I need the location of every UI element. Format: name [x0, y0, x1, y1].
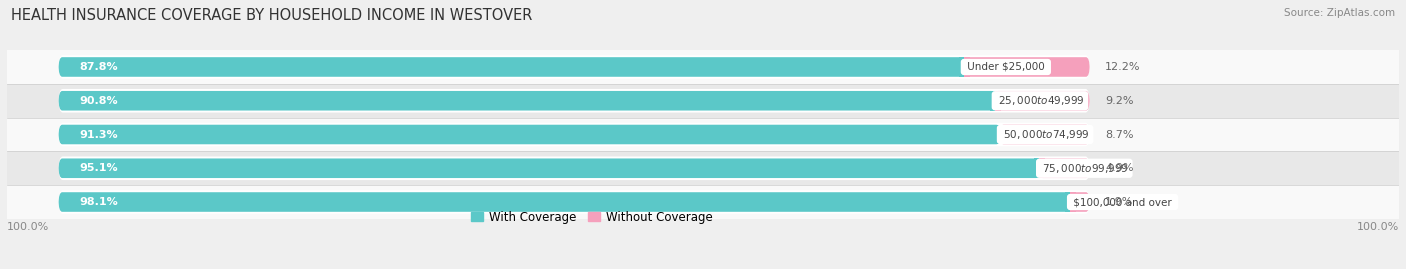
Text: 1.9%: 1.9% — [1105, 197, 1133, 207]
Bar — [7, 84, 1399, 118]
FancyBboxPatch shape — [59, 123, 1090, 146]
Bar — [995, 91, 1001, 111]
Text: HEALTH INSURANCE COVERAGE BY HOUSEHOLD INCOME IN WESTOVER: HEALTH INSURANCE COVERAGE BY HOUSEHOLD I… — [11, 8, 533, 23]
FancyBboxPatch shape — [59, 91, 995, 111]
Text: 87.8%: 87.8% — [79, 62, 118, 72]
FancyBboxPatch shape — [59, 89, 1090, 112]
Bar — [959, 57, 965, 77]
Bar — [1070, 192, 1076, 212]
FancyBboxPatch shape — [1000, 125, 1090, 144]
Text: 100.0%: 100.0% — [1357, 222, 1399, 232]
Text: Under $25,000: Under $25,000 — [965, 62, 1047, 72]
FancyBboxPatch shape — [59, 190, 1090, 214]
Text: $100,000 and over: $100,000 and over — [1070, 197, 1175, 207]
Text: $50,000 to $74,999: $50,000 to $74,999 — [1000, 128, 1090, 141]
Legend: With Coverage, Without Coverage: With Coverage, Without Coverage — [467, 206, 717, 228]
FancyBboxPatch shape — [59, 125, 1000, 144]
Bar — [965, 57, 970, 77]
FancyBboxPatch shape — [59, 192, 1070, 212]
Bar — [1039, 158, 1045, 178]
FancyBboxPatch shape — [965, 57, 1090, 77]
Text: $25,000 to $49,999: $25,000 to $49,999 — [995, 94, 1085, 107]
Bar — [7, 50, 1399, 84]
Bar — [7, 151, 1399, 185]
Bar — [990, 91, 995, 111]
Text: 12.2%: 12.2% — [1105, 62, 1140, 72]
Text: 95.1%: 95.1% — [79, 163, 118, 173]
Text: 91.3%: 91.3% — [79, 129, 118, 140]
FancyBboxPatch shape — [59, 55, 1090, 79]
FancyBboxPatch shape — [59, 157, 1090, 180]
Text: 9.2%: 9.2% — [1105, 96, 1133, 106]
Text: Source: ZipAtlas.com: Source: ZipAtlas.com — [1284, 8, 1395, 18]
Text: 100.0%: 100.0% — [7, 222, 49, 232]
Text: $75,000 to $99,999: $75,000 to $99,999 — [1039, 162, 1129, 175]
Bar — [1000, 125, 1007, 144]
Bar — [7, 185, 1399, 219]
Bar — [1064, 192, 1071, 212]
FancyBboxPatch shape — [1039, 158, 1090, 178]
Text: 90.8%: 90.8% — [79, 96, 118, 106]
Bar — [995, 125, 1001, 144]
Text: 98.1%: 98.1% — [79, 197, 118, 207]
Bar — [7, 118, 1399, 151]
FancyBboxPatch shape — [59, 158, 1039, 178]
Text: 8.7%: 8.7% — [1105, 129, 1133, 140]
FancyBboxPatch shape — [1070, 192, 1090, 212]
Text: 4.9%: 4.9% — [1105, 163, 1133, 173]
FancyBboxPatch shape — [59, 57, 965, 77]
Bar — [1033, 158, 1040, 178]
FancyBboxPatch shape — [995, 91, 1090, 111]
